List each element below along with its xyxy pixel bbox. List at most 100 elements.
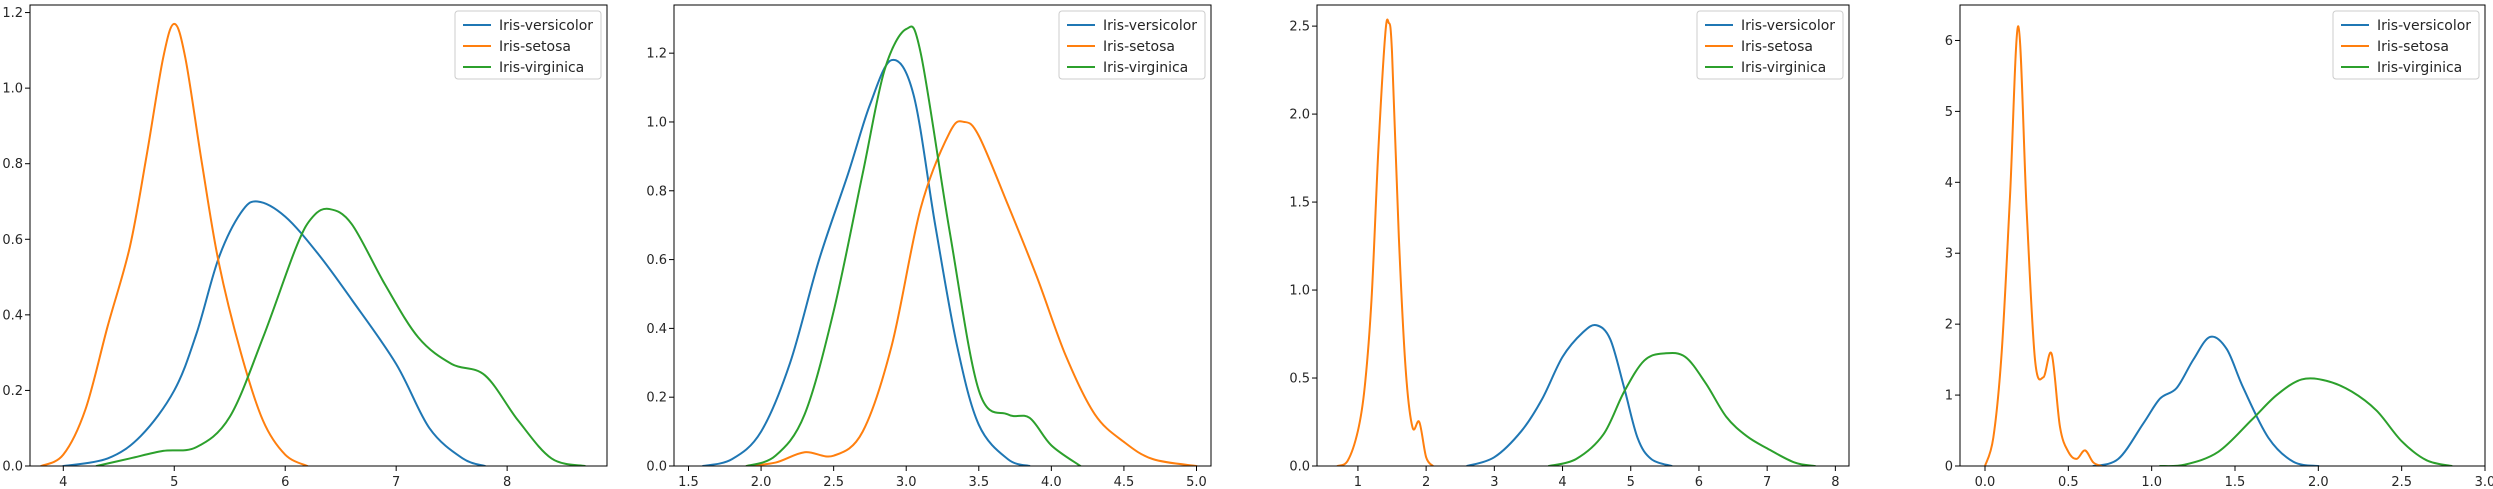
x-tick-label: 1 bbox=[1354, 475, 1362, 489]
legend-label: Iris-versicolor bbox=[1741, 18, 1835, 34]
chart-panel-2: 1.5 2.0 2.5 3.0 3.5 4.0 4.5 5.0 0.0 0.2 0.4 0.6 0.8 1… bbox=[646, 4, 1212, 489]
y-tick-label: 0.0 bbox=[646, 460, 667, 475]
series-group bbox=[1336, 18, 1816, 466]
x-tick-label: 0.5 bbox=[2058, 475, 2079, 489]
x-tick-label: 4 bbox=[1558, 475, 1566, 489]
legend-box bbox=[454, 10, 602, 80]
axes-frame bbox=[673, 4, 1212, 467]
y-tick-label: 0 bbox=[1945, 460, 1953, 475]
legend-label: Iris-setosa bbox=[1103, 39, 1175, 55]
y-tick-label: 0.2 bbox=[646, 391, 667, 406]
x-tick-label: 1.0 bbox=[2141, 475, 2162, 489]
x-tick-label: 2.5 bbox=[2391, 475, 2412, 489]
y-tick-label: 0.8 bbox=[2, 157, 23, 172]
y-tick-label: 2.0 bbox=[1289, 108, 1310, 123]
x-tick-label: 2.5 bbox=[823, 475, 844, 489]
x-tick-label: 4.5 bbox=[1114, 475, 1135, 489]
y-tick-label: 3 bbox=[1945, 247, 1953, 262]
y-tick-label: 0.4 bbox=[646, 322, 667, 337]
y-tick-label: 1 bbox=[1945, 389, 1953, 404]
series-line-iris-virginica bbox=[1547, 351, 1816, 466]
legend-label: Iris-versicolor bbox=[499, 18, 593, 34]
legend: Iris-versicolor Iris-setosa Iris-virginica bbox=[2332, 10, 2480, 80]
legend-label: Iris-versicolor bbox=[1103, 18, 1197, 34]
x-tick-label: 3.0 bbox=[2475, 475, 2493, 489]
x-tick-label: 5.0 bbox=[1186, 475, 1207, 489]
y-tick-label: 5 bbox=[1945, 105, 1953, 120]
series-group bbox=[702, 25, 1198, 466]
legend: Iris-versicolor Iris-setosa Iris-virginica bbox=[1696, 10, 1844, 80]
y-tick-label: 1.0 bbox=[1289, 284, 1310, 299]
legend-label: Iris-virginica bbox=[499, 60, 584, 76]
series-line-iris-versicolor bbox=[702, 58, 1031, 466]
y-tick-label: 0.5 bbox=[1289, 372, 1310, 387]
y-tick-label: 0.4 bbox=[2, 308, 23, 323]
chart-panel-3: 1 2 3 4 5 6 7 8 0.0 0.5 1.0 1.5 2.0 2.5 Iris-versicolo… bbox=[1289, 4, 1850, 489]
y-tick-label: 0.6 bbox=[2, 233, 23, 248]
y-tick-label: 2.5 bbox=[1289, 20, 1310, 35]
chart-panel-1: 4 5 6 7 8 0.0 0.2 0.4 0.6 0.8 1.0 1.2 Iris-versicolo… bbox=[2, 4, 608, 489]
axes-frame bbox=[1316, 4, 1850, 467]
x-tick-label: 5 bbox=[170, 475, 178, 489]
series-group bbox=[1984, 25, 2453, 466]
y-tick-label: 1.0 bbox=[2, 82, 23, 97]
legend-label: Iris-virginica bbox=[1741, 60, 1826, 76]
y-tick-label: 2 bbox=[1945, 318, 1953, 333]
x-tick-label: 4 bbox=[59, 475, 67, 489]
y-tick-label: 1.2 bbox=[2, 6, 23, 21]
legend-box bbox=[2332, 10, 2480, 80]
x-tick-label: 7 bbox=[1763, 475, 1771, 489]
axes-frame bbox=[29, 4, 608, 467]
x-tick-label: 2.0 bbox=[751, 475, 772, 489]
series-line-iris-setosa bbox=[745, 120, 1198, 466]
x-tick-label: 6 bbox=[281, 475, 289, 489]
x-tick-label: 1.5 bbox=[678, 475, 699, 489]
legend-box bbox=[1058, 10, 1206, 80]
series-line-iris-versicolor bbox=[62, 200, 486, 466]
series-line-iris-setosa bbox=[1984, 25, 2103, 466]
y-tick-label: 6 bbox=[1945, 34, 1953, 49]
y-tick-label: 1.2 bbox=[646, 47, 667, 62]
y-tick-label: 0.2 bbox=[2, 384, 23, 399]
y-tick-label: 0.8 bbox=[646, 184, 667, 199]
x-tick-label: 0.0 bbox=[1975, 475, 1996, 489]
legend: Iris-versicolor Iris-setosa Iris-virginica bbox=[1058, 10, 1206, 80]
series-line-iris-setosa bbox=[40, 22, 309, 466]
series-line-iris-versicolor bbox=[1466, 323, 1673, 466]
series-group bbox=[40, 22, 586, 466]
y-tick-label: 4 bbox=[1945, 176, 1953, 191]
x-tick-label: 8 bbox=[503, 475, 511, 489]
y-tick-label: 0.6 bbox=[646, 253, 667, 268]
x-tick-label: 8 bbox=[1831, 475, 1839, 489]
x-tick-label: 3.0 bbox=[896, 475, 917, 489]
axes-frame bbox=[1959, 4, 2486, 467]
y-tick-label: 0.0 bbox=[1289, 460, 1310, 475]
series-line-iris-virginica bbox=[95, 207, 586, 466]
legend-label: Iris-setosa bbox=[2377, 39, 2449, 55]
x-tick-label: 4.0 bbox=[1041, 475, 1062, 489]
x-tick-label: 7 bbox=[392, 475, 400, 489]
series-line-iris-virginica bbox=[2159, 377, 2453, 466]
x-tick-label: 5 bbox=[1627, 475, 1635, 489]
x-tick-label: 3.5 bbox=[968, 475, 989, 489]
x-tick-label: 2.0 bbox=[2308, 475, 2329, 489]
x-tick-label: 6 bbox=[1695, 475, 1703, 489]
x-tick-label: 1.5 bbox=[2225, 475, 2246, 489]
legend-label: Iris-setosa bbox=[499, 39, 571, 55]
series-line-iris-versicolor bbox=[2092, 335, 2320, 466]
legend-label: Iris-setosa bbox=[1741, 39, 1813, 55]
legend-label: Iris-versicolor bbox=[2377, 18, 2471, 34]
series-line-iris-virginica bbox=[745, 25, 1082, 466]
x-tick-label: 2 bbox=[1422, 475, 1430, 489]
chart-panel-4: 0.0 0.5 1.0 1.5 2.0 2.5 3.0 0 1 2 3 4 5 6 Iris-versico… bbox=[1945, 4, 2493, 489]
y-tick-label: 1.5 bbox=[1289, 196, 1310, 211]
series-line-iris-setosa bbox=[1336, 18, 1434, 466]
legend: Iris-versicolor Iris-setosa Iris-virginica bbox=[454, 10, 602, 80]
y-tick-label: 0.0 bbox=[2, 460, 23, 475]
x-tick-label: 3 bbox=[1490, 475, 1498, 489]
legend-box bbox=[1696, 10, 1844, 80]
y-tick-label: 1.0 bbox=[646, 115, 667, 130]
legend-label: Iris-virginica bbox=[2377, 60, 2462, 76]
legend-label: Iris-virginica bbox=[1103, 60, 1188, 76]
